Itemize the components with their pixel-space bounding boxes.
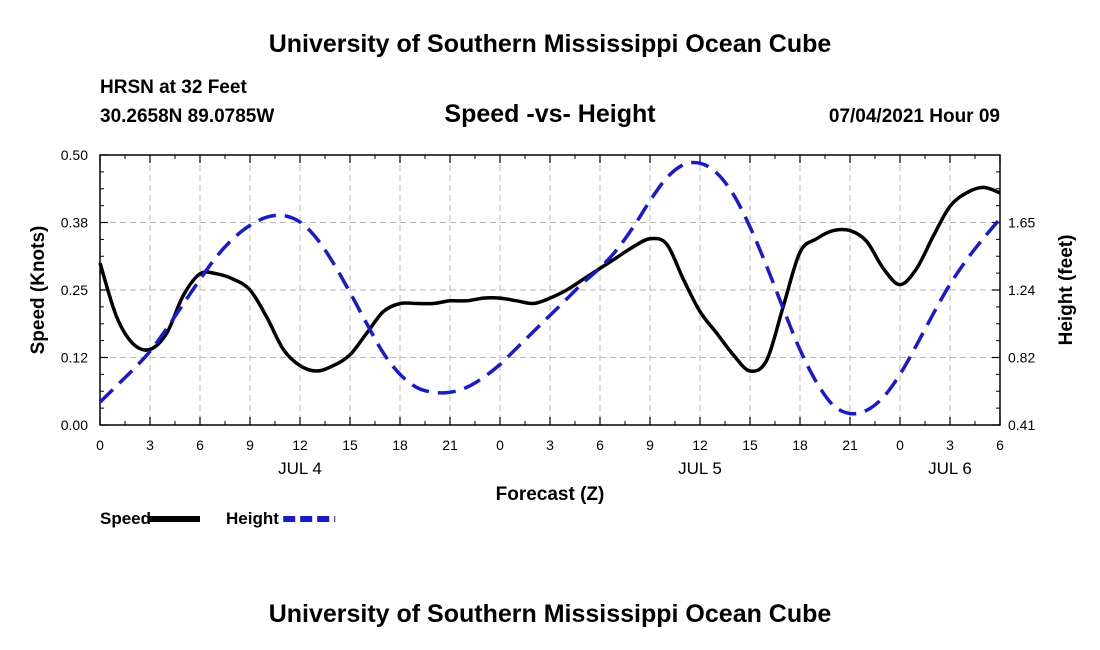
x-tick-label: 12	[692, 437, 708, 453]
forecast-datetime: 07/04/2021 Hour 09	[828, 106, 1000, 127]
x-axis-label: Forecast (Z)	[496, 484, 605, 505]
legend: Speed Height	[100, 509, 336, 528]
y-left-tick-label: 0.50	[61, 147, 88, 163]
x-tick-label: 6	[996, 437, 1004, 453]
date-label: JUL 6	[928, 459, 972, 478]
x-tick-label: 15	[742, 437, 758, 453]
y-left-tick-label: 0.38	[61, 215, 88, 231]
height-series-line	[98, 160, 1002, 416]
x-tick-label: 15	[342, 437, 358, 453]
y-right-tick-label: 1.65	[1008, 215, 1035, 231]
chart-title: Speed -vs- Height	[444, 100, 656, 128]
page-title: University of Southern Mississippi Ocean…	[268, 30, 832, 58]
x-tick-label: 6	[196, 437, 204, 453]
legend-label-height: Height	[226, 509, 279, 528]
x-tick-label: 3	[546, 437, 554, 453]
y-right-tick-label: 1.24	[1008, 282, 1035, 298]
x-tick-label: 12	[292, 437, 308, 453]
x-tick-label: 0	[896, 437, 904, 453]
y-left-tick-label: 0.00	[61, 417, 88, 433]
grid-lines	[100, 155, 1000, 425]
y-axis-left-label: Speed (Knots)	[28, 226, 49, 355]
data-series	[98, 160, 1002, 416]
x-tick-label: 9	[246, 437, 254, 453]
x-tick-label: 21	[842, 437, 858, 453]
x-tick-label: 18	[392, 437, 408, 453]
y-left-tick-label: 0.25	[61, 282, 88, 298]
y-axis-right-label: Height (feet)	[1056, 235, 1077, 346]
y-left-tick-label: 0.12	[61, 350, 88, 366]
date-label: JUL 5	[678, 459, 722, 478]
x-tick-label: 0	[96, 437, 104, 453]
x-tick-label: 9	[646, 437, 654, 453]
x-tick-label: 0	[496, 437, 504, 453]
x-tick-label: 18	[792, 437, 808, 453]
y-right-tick-label: 0.41	[1008, 417, 1035, 433]
axes: 0 3 6 9 12 15 18 21 0 3 6 9 12 15 18 21 0 3 6 JUL 4 JUL 5 JUL…	[61, 147, 1036, 478]
speed-series-line	[98, 185, 1001, 373]
station-label: HRSN at 32 Feet	[100, 77, 247, 98]
coordinates-label: 30.2658N 89.0785W	[100, 106, 275, 127]
y-right-tick-label: 0.82	[1008, 350, 1035, 366]
date-label: JUL 4	[278, 459, 322, 478]
x-tick-label: 6	[596, 437, 604, 453]
footer-title: University of Southern Mississippi Ocean…	[268, 600, 832, 628]
legend-label-speed: Speed	[100, 509, 151, 528]
x-tick-label: 21	[442, 437, 458, 453]
x-tick-label: 3	[946, 437, 954, 453]
x-tick-label: 3	[146, 437, 154, 453]
